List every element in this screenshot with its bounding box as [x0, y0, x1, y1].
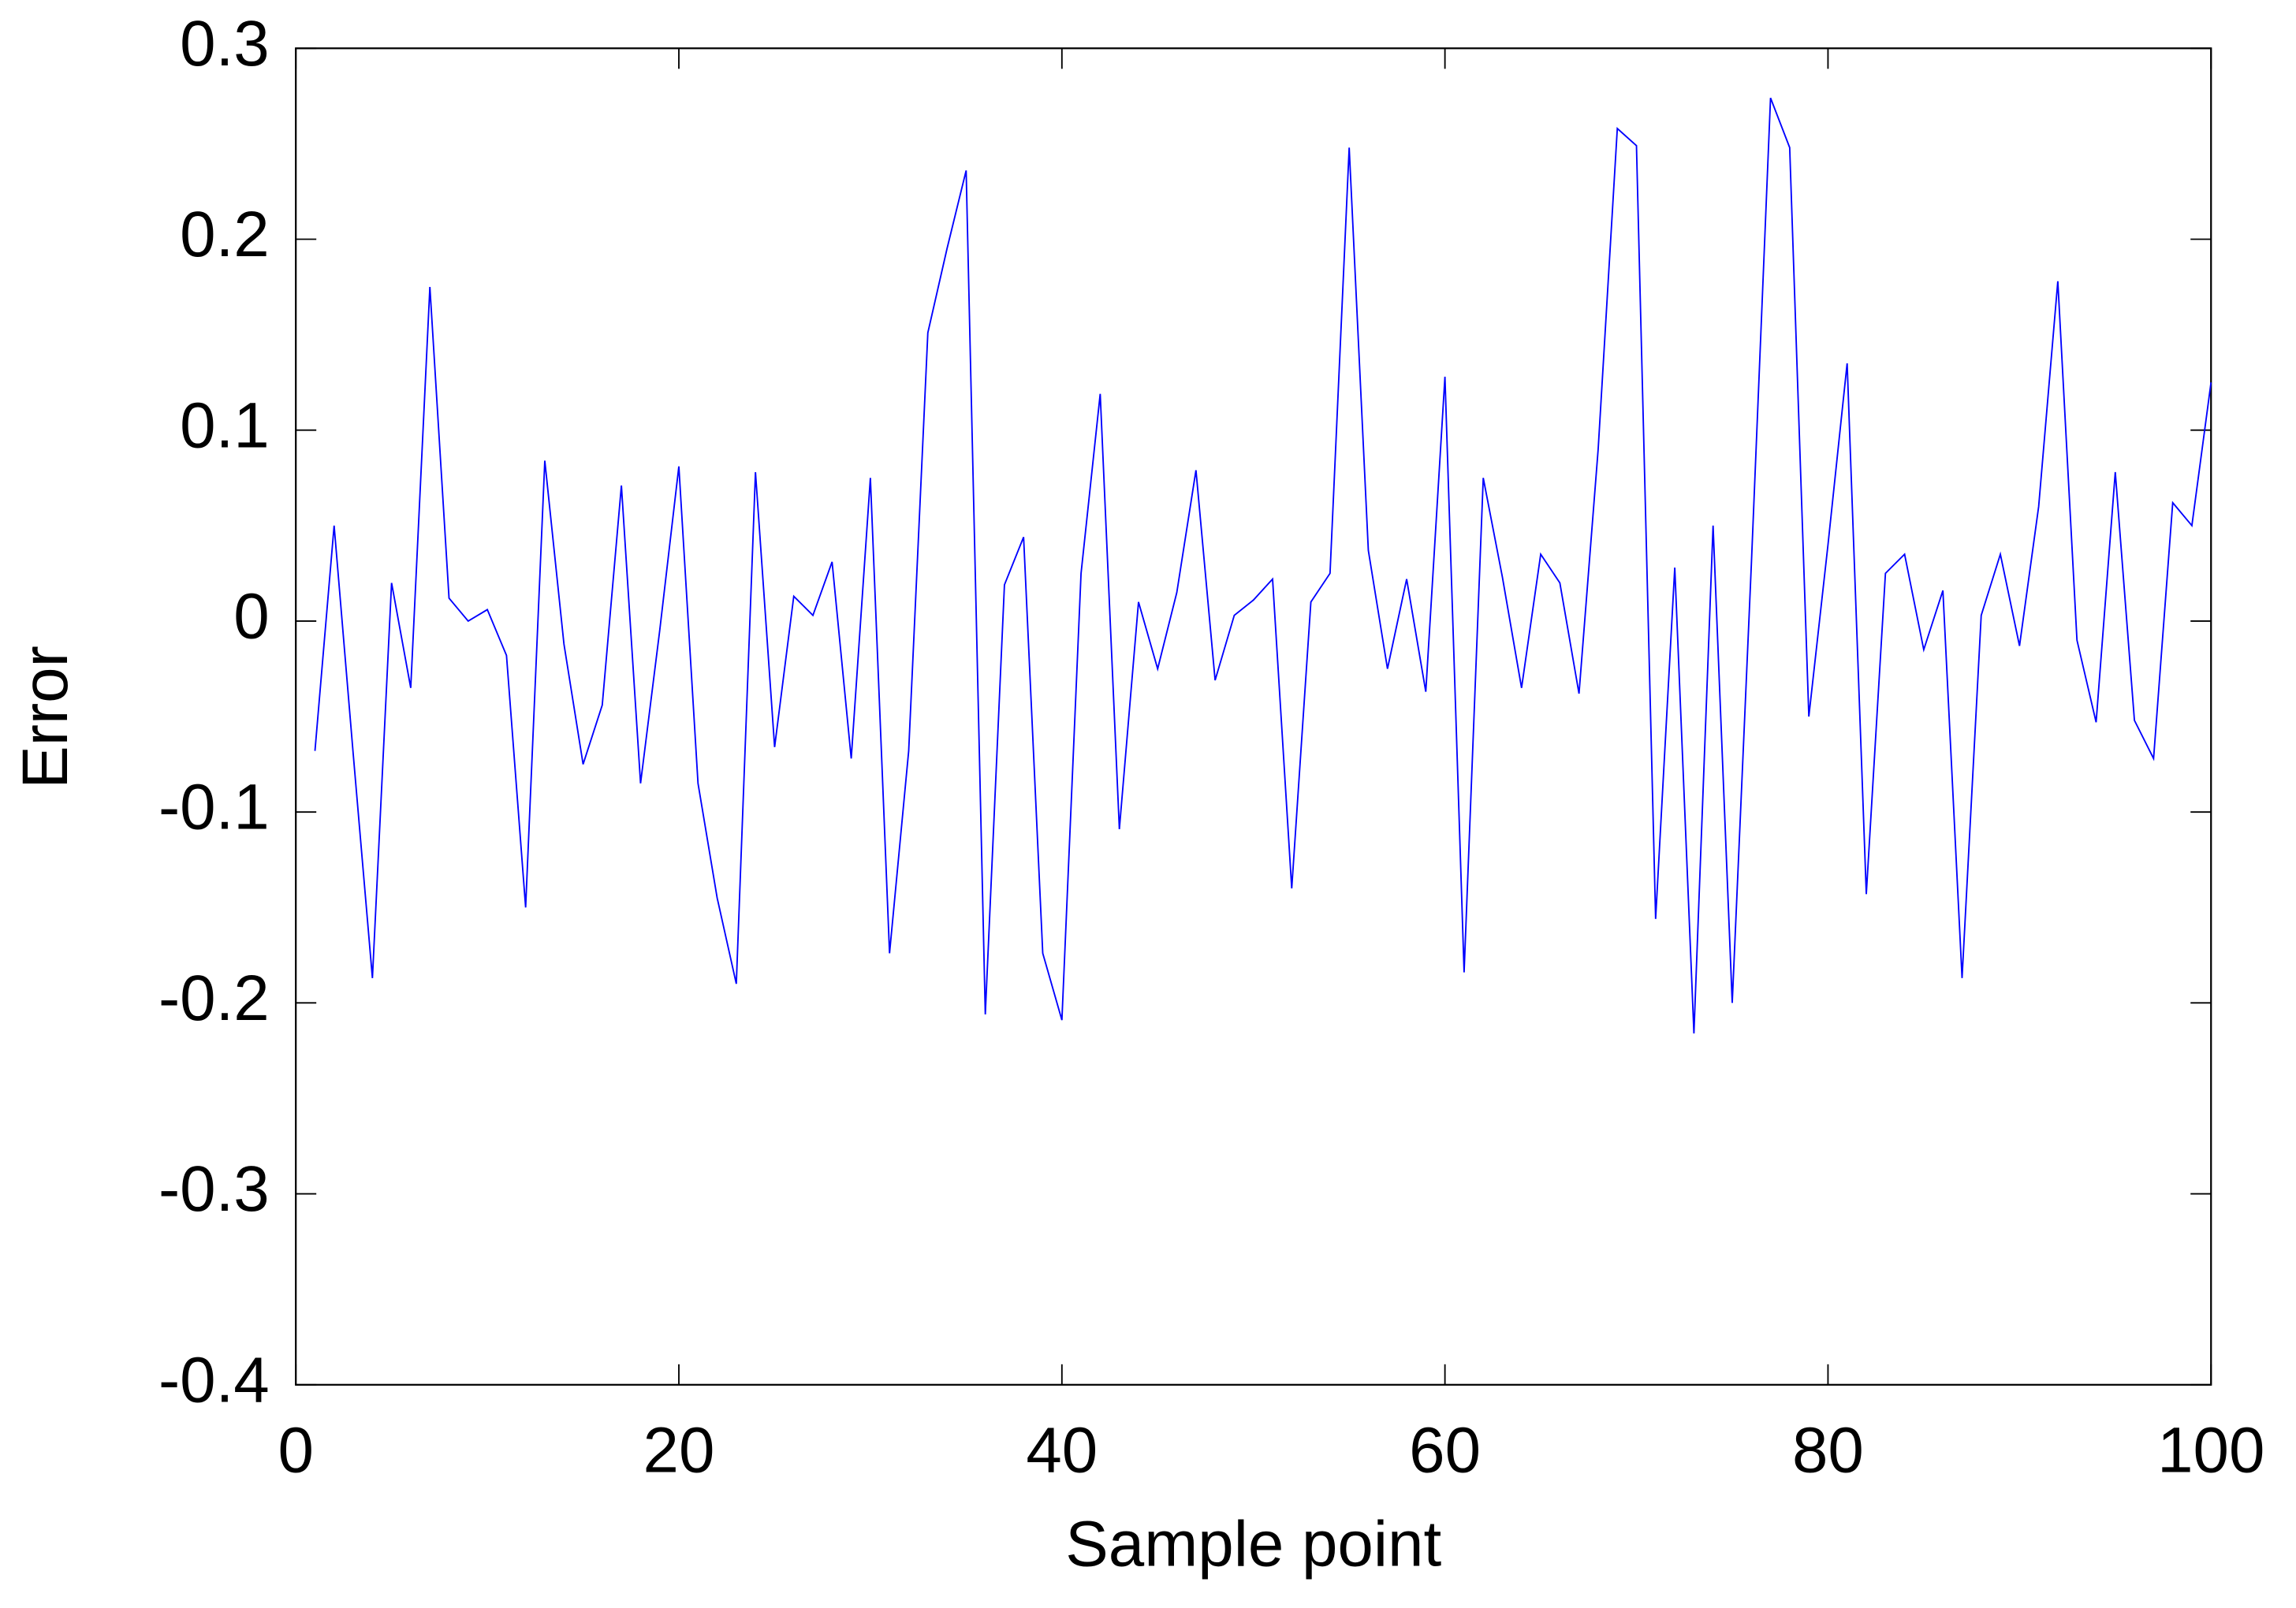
y-tick-label: 0.3 — [180, 8, 270, 80]
plot-frame — [295, 47, 2212, 1386]
y-tick-label: 0.2 — [180, 199, 270, 270]
data-line — [314, 97, 2212, 1034]
y-tick-label: 0 — [233, 581, 269, 653]
y-tick-label: -0.1 — [158, 772, 270, 843]
x-tick-label: 40 — [1026, 1415, 1098, 1487]
x-tick-label: 20 — [643, 1415, 715, 1487]
x-axis-label: Sample point — [1065, 1508, 1441, 1580]
x-tick-label: 100 — [2157, 1415, 2264, 1487]
y-tick-label: 0.1 — [180, 389, 270, 461]
y-tick-label: -0.2 — [158, 962, 270, 1034]
x-tick-label: 60 — [1409, 1415, 1481, 1487]
y-tick-label: -0.4 — [158, 1344, 270, 1416]
x-tick-label: 0 — [278, 1415, 313, 1487]
y-tick-label: -0.3 — [158, 1153, 270, 1225]
y-axis-label: Error — [9, 646, 81, 789]
x-tick-label: 80 — [1792, 1415, 1864, 1487]
